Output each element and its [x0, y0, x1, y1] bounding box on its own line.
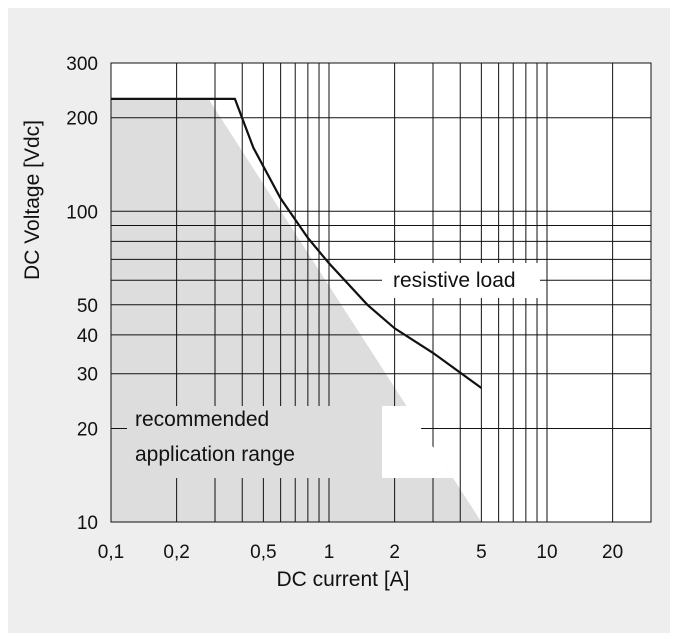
- y-tick-label: 30: [77, 365, 98, 386]
- x-tick-label: 0,1: [98, 542, 124, 563]
- x-tick-label: 0,5: [250, 542, 276, 563]
- y-tick-label: 50: [77, 296, 98, 317]
- y-tick-label: 100: [66, 202, 98, 223]
- y-axis-label: DC Voltage [Vdc]: [21, 120, 44, 280]
- resistive-load-curve: [111, 97, 483, 389]
- x-tick-label: 1: [324, 542, 335, 563]
- chart: 0,1 0,2 0,5 1 2 5 10 20 10 20 30 40 50 100 200 300 DC …: [21, 54, 652, 591]
- range-label-background-white: [382, 406, 453, 478]
- x-tick-label: 0,2: [163, 542, 189, 563]
- plot-frame: [110, 62, 652, 523]
- x-tick-label: 20: [602, 542, 623, 563]
- y-tick-label: 10: [77, 513, 98, 534]
- resistive-load-label-background: [382, 263, 540, 298]
- y-tick-label: 200: [66, 109, 98, 130]
- x-tick-label: 5: [476, 542, 487, 563]
- y-tick-label: 40: [77, 326, 98, 347]
- y-tick-label: 300: [66, 54, 98, 75]
- x-axis-label: DC current [A]: [276, 568, 409, 591]
- figure-panel: 0,1 0,2 0,5 1 2 5 10 20 10 20 30 40 50 100 200 300 DC …: [8, 8, 670, 633]
- annotation-resistive-load: resistive load: [393, 269, 516, 292]
- x-tick-label: 2: [389, 542, 400, 563]
- x-tick-label: 10: [536, 542, 557, 563]
- annotation-recommended: recommended: [135, 408, 269, 431]
- y-tick-label: 20: [77, 419, 98, 440]
- range-label-background-wide: [127, 406, 382, 478]
- annotation-application-range: application range: [135, 443, 295, 466]
